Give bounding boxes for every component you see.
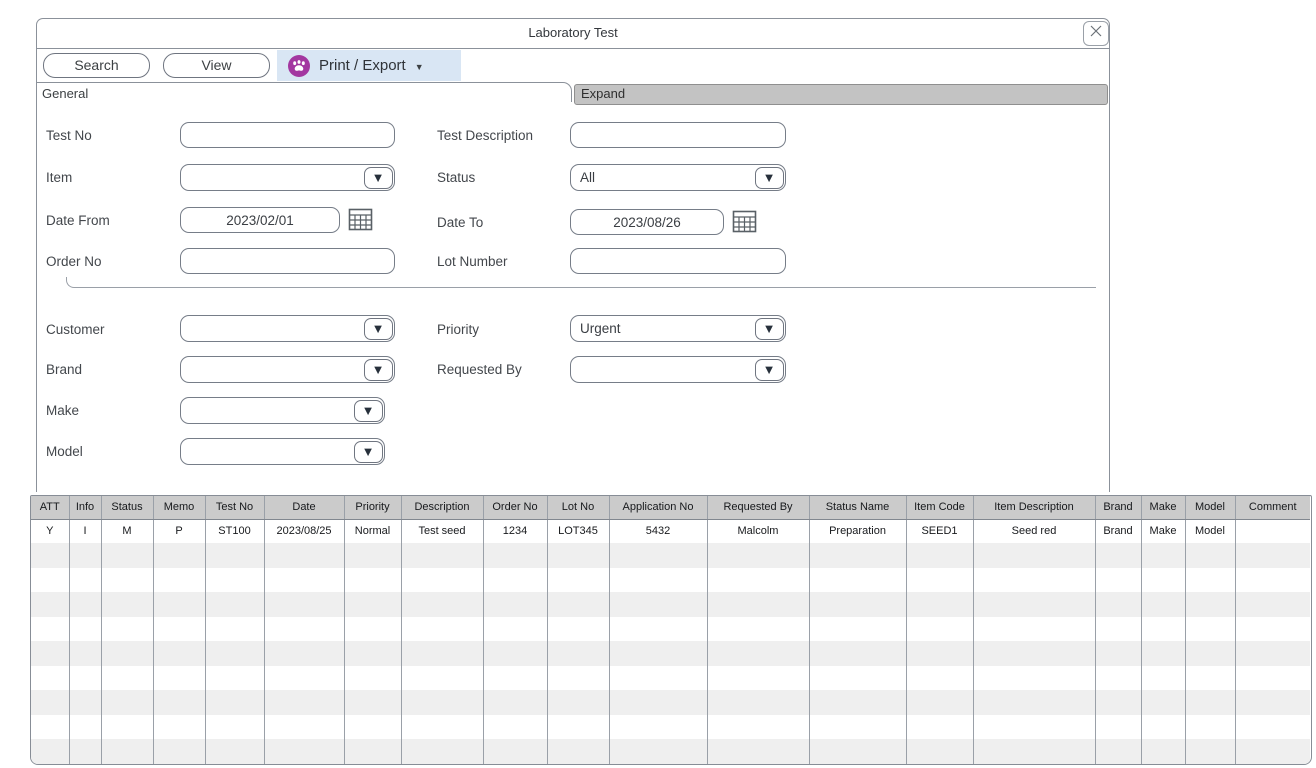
table-row[interactable]: Y I M P ST100 2023/08/25 Normal Test see… [31,519,1310,543]
column-header-memo[interactable]: Memo [153,496,206,520]
column-header-att[interactable]: ATT [31,496,70,520]
column-header-brand[interactable]: Brand [1095,496,1142,520]
column-header-info[interactable]: Info [69,496,102,520]
test-no-input[interactable] [180,122,395,148]
chevron-down-icon[interactable]: ▼ [363,358,393,381]
section-divider [66,277,1096,288]
make-combo[interactable]: ▼ [180,397,385,424]
item-combo[interactable]: ▼ [180,164,395,191]
column-header-date[interactable]: Date [264,496,345,520]
table-empty-row[interactable] [31,665,1310,690]
table-empty-row[interactable] [31,616,1310,641]
table-empty-row[interactable] [31,592,1310,617]
test-description-input[interactable] [570,122,786,148]
chevron-down-icon[interactable]: ▼ [754,358,784,381]
column-header-lot-no[interactable]: Lot No [547,496,610,520]
table-body: Y I M P ST100 2023/08/25 Normal Test see… [31,519,1310,764]
general-tab-outline [36,82,572,102]
date-from-input[interactable] [180,207,340,233]
expand-bar[interactable]: Expand [574,84,1108,105]
caret-down-icon: ▼ [414,61,424,72]
test-no-label: Test No [46,128,92,143]
model-label: Model [46,444,83,459]
table-empty-row[interactable] [31,690,1310,715]
print-export-button[interactable]: Print / Export ▼ [277,50,461,81]
chevron-down-icon[interactable]: ▼ [363,166,393,189]
brand-label: Brand [46,362,83,377]
lot-number-input[interactable] [570,248,786,274]
results-table: ATT Info Status Memo Test No Date Priori… [30,495,1312,765]
date-to-input[interactable] [570,209,724,235]
chevron-down-icon[interactable]: ▼ [754,166,784,189]
date-to-label: Date To [437,215,484,230]
table-empty-row[interactable] [31,543,1310,568]
titlebar [36,18,1110,49]
view-button[interactable]: View [163,53,270,78]
calendar-icon[interactable] [732,209,757,234]
paw-print-icon [288,54,310,77]
chevron-down-icon[interactable]: ▼ [363,317,393,340]
date-from-label: Date From [46,213,110,228]
search-button[interactable]: Search [43,53,150,78]
column-header-test-no[interactable]: Test No [205,496,265,520]
chevron-down-icon[interactable]: ▼ [353,399,383,422]
table-empty-row[interactable] [31,641,1310,666]
requested-by-combo[interactable]: ▼ [570,356,786,383]
chevron-down-icon[interactable]: ▼ [754,317,784,340]
calendar-icon[interactable] [348,207,373,232]
column-header-item-code[interactable]: Item Code [906,496,974,520]
window-title: Laboratory Test [528,25,618,40]
column-header-order-no[interactable]: Order No [483,496,548,520]
tab-general: General [42,86,89,101]
customer-label: Customer [46,322,105,337]
table-header-row: ATT Info Status Memo Test No Date Priori… [31,496,1310,520]
column-header-item-description[interactable]: Item Description [973,496,1096,520]
table-empty-row[interactable] [31,739,1310,764]
model-combo[interactable]: ▼ [180,438,385,465]
column-header-comment[interactable]: Comment [1235,496,1310,520]
lot-number-label: Lot Number [437,254,508,269]
item-label: Item [46,170,73,185]
order-no-label: Order No [46,254,102,269]
column-header-model[interactable]: Model [1185,496,1236,520]
table-empty-row[interactable] [31,714,1310,739]
chevron-down-icon[interactable]: ▼ [353,440,383,463]
priority-label: Priority [437,322,480,337]
close-icon [1089,24,1103,43]
table-empty-row[interactable] [31,567,1310,592]
column-header-description[interactable]: Description [401,496,484,520]
column-header-make[interactable]: Make [1141,496,1186,520]
order-no-input[interactable] [180,248,395,274]
column-header-status[interactable]: Status [101,496,154,520]
test-description-label: Test Description [437,128,534,143]
brand-combo[interactable]: ▼ [180,356,395,383]
status-combo[interactable]: All ▼ [570,164,786,191]
column-header-priority[interactable]: Priority [344,496,402,520]
status-label: Status [437,170,476,185]
column-header-requested-by[interactable]: Requested By [707,496,810,520]
close-button[interactable] [1083,21,1109,46]
print-export-label: Print / Export [319,57,406,74]
column-header-application-no[interactable]: Application No [609,496,708,520]
priority-combo[interactable]: Urgent ▼ [570,315,786,342]
customer-combo[interactable]: ▼ [180,315,395,342]
requested-by-label: Requested By [437,362,522,377]
make-label: Make [46,403,80,418]
column-header-status-name[interactable]: Status Name [809,496,907,520]
